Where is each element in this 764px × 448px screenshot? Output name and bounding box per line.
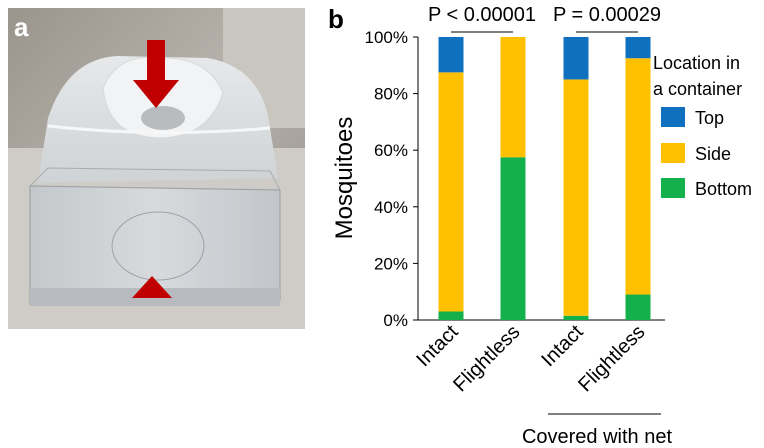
x-tick-label: Flightless	[574, 321, 649, 396]
bar-segment-bottom	[625, 294, 651, 320]
x-tick-label: Intact	[412, 321, 462, 371]
legend-title-line2: a container	[653, 79, 742, 99]
bar-segment-side	[438, 72, 464, 312]
legend-swatch-side	[661, 143, 685, 163]
bar-segment-top	[563, 37, 589, 80]
panel-a-label: a	[14, 12, 29, 42]
container-photo	[8, 8, 305, 329]
legend-label-bottom: Bottom	[695, 179, 752, 199]
x-tick-label: Flightless	[449, 321, 524, 396]
y-tick-label: 80%	[374, 85, 408, 104]
bar-segment-bottom	[563, 315, 589, 320]
y-tick-label: 20%	[374, 254, 408, 273]
legend-swatch-top	[661, 107, 685, 127]
y-axis-label: Mosquitoes	[331, 117, 358, 240]
y-tick-label: 60%	[374, 141, 408, 160]
y-tick-label: 40%	[374, 198, 408, 217]
legend-swatch-bottom	[661, 178, 685, 198]
bar-segment-bottom	[438, 311, 464, 320]
p-value-right: P = 0.00029	[553, 4, 661, 26]
y-tick-label: 100%	[365, 28, 408, 47]
bar-segment-side	[500, 37, 526, 158]
p-value-left: P < 0.00001	[428, 4, 536, 26]
panel-b-label: b	[328, 4, 344, 34]
mosquito-container-photo-icon	[8, 8, 305, 329]
bar-segment-side	[625, 58, 651, 295]
bar-segment-top	[438, 37, 464, 73]
legend-label-top: Top	[695, 108, 724, 128]
legend-title-line1: Location in	[653, 53, 740, 73]
legend-label-side: Side	[695, 144, 731, 164]
bar-segment-side	[563, 79, 589, 316]
group-label: Covered with net	[522, 426, 673, 448]
x-tick-label: Intact	[537, 321, 587, 371]
bar-segment-bottom	[500, 157, 526, 320]
y-tick-label: 0%	[383, 311, 408, 330]
bar-segment-top	[625, 37, 651, 59]
